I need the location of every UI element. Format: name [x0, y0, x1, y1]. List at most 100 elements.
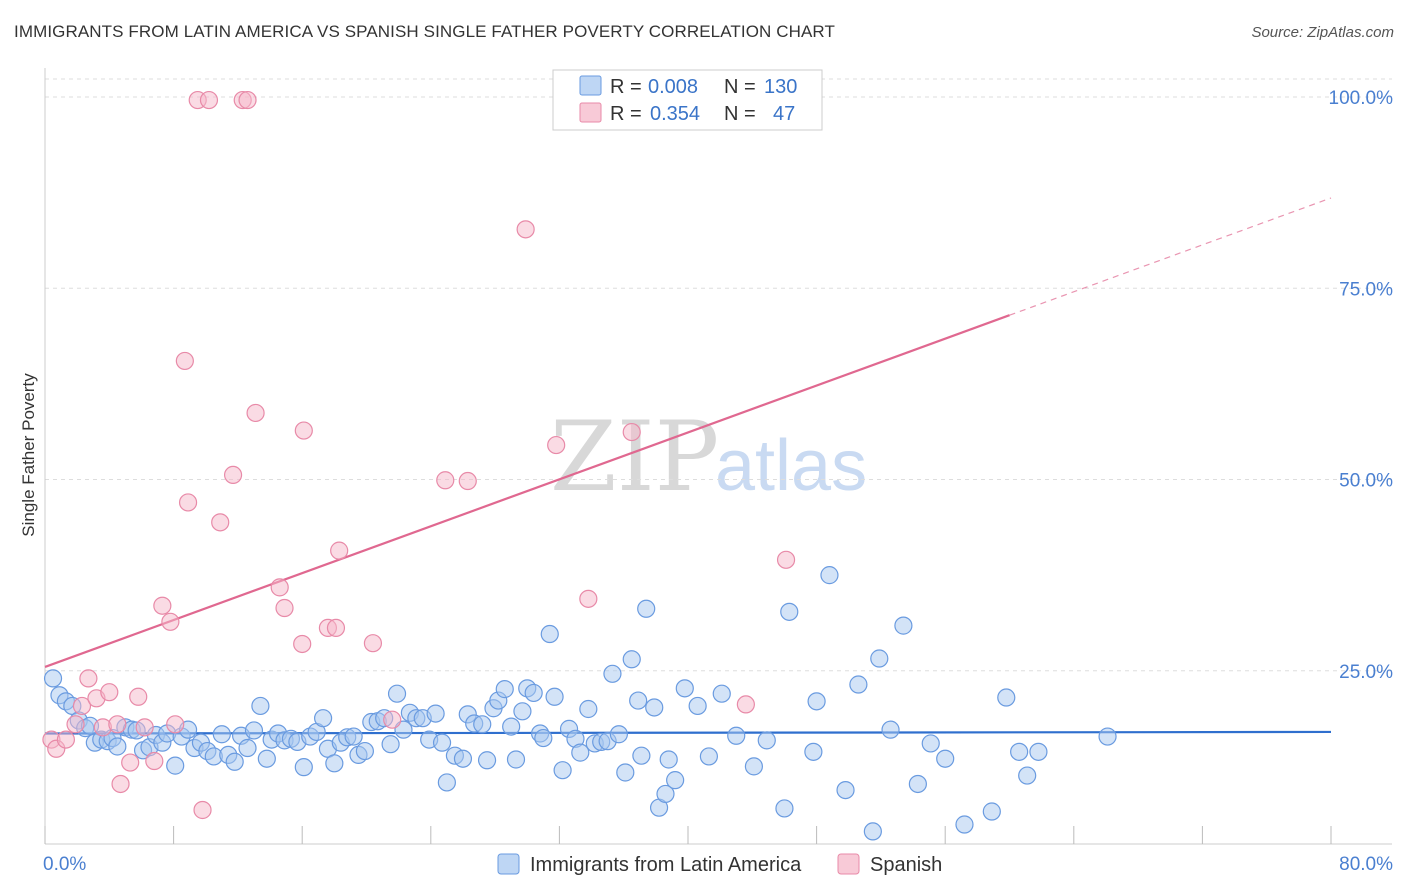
point-spanish — [622, 422, 641, 442]
point-spanish — [326, 618, 346, 638]
y-tick-label: 50.0% — [1339, 471, 1393, 492]
axes: Single Father Poverty 25.0% 50.0% 75.0% 100… — [19, 68, 1393, 875]
data-points — [42, 90, 1117, 841]
point-latin-america — [238, 738, 257, 758]
point-latin-america — [820, 566, 839, 585]
point-latin-america — [616, 763, 635, 782]
legend-swatch-blue — [579, 75, 602, 96]
point-spanish — [199, 90, 219, 110]
point-latin-america — [849, 675, 868, 694]
watermark-atlas: atlas — [715, 426, 867, 506]
trend-line-spanish — [44, 314, 1010, 668]
point-spanish — [223, 465, 243, 485]
point-spanish — [270, 578, 289, 597]
point-spanish — [776, 550, 796, 569]
x-tick-label: 0.0% — [43, 854, 86, 875]
point-latin-america — [355, 741, 374, 761]
point-latin-america — [212, 725, 231, 744]
x-tick-label: 80.0% — [1339, 854, 1393, 875]
point-spanish — [100, 683, 119, 702]
point-spanish — [111, 774, 130, 794]
point-latin-america — [997, 688, 1016, 707]
y-tick-label: 75.0% — [1339, 279, 1393, 300]
legend-r-value-pink: 0.354 — [650, 103, 700, 125]
watermark-zip: ZIP — [550, 401, 719, 513]
point-spanish — [579, 589, 598, 608]
point-latin-america — [43, 669, 63, 688]
legend-n-label-pink: N = — [724, 103, 756, 125]
point-latin-america — [1029, 742, 1048, 761]
legend-n-value-blue: 130 — [764, 76, 797, 98]
point-latin-america — [688, 696, 707, 716]
point-latin-america — [495, 680, 514, 699]
point-latin-america — [313, 709, 333, 728]
point-spanish — [145, 751, 164, 771]
point-latin-america — [534, 728, 553, 748]
point-latin-america — [506, 750, 526, 769]
point-spanish — [516, 220, 535, 239]
series-legend-swatch-blue — [497, 853, 520, 875]
point-latin-america — [426, 704, 445, 723]
point-spanish — [153, 596, 172, 615]
y-axis-title: Single Father Poverty — [19, 373, 38, 537]
point-latin-america — [744, 757, 764, 776]
point-spanish — [736, 695, 755, 714]
point-latin-america — [571, 743, 590, 762]
point-latin-america — [1010, 742, 1029, 761]
point-spanish — [330, 541, 349, 560]
point-spanish — [178, 493, 198, 512]
point-latin-america — [432, 733, 452, 752]
point-spanish — [193, 800, 212, 820]
point-spanish — [458, 471, 477, 491]
point-latin-america — [757, 731, 776, 750]
point-spanish — [166, 715, 185, 734]
point-spanish — [175, 351, 194, 371]
point-latin-america — [257, 749, 276, 768]
trend-line-spanish-extrapolated — [1009, 197, 1332, 316]
chart-source: Source: ZipAtlas.com — [1251, 24, 1394, 41]
point-latin-america — [645, 698, 664, 717]
legend-n-label-blue: N = — [724, 76, 756, 98]
point-latin-america — [807, 692, 826, 711]
point-latin-america — [863, 822, 882, 841]
point-spanish — [72, 696, 92, 716]
point-spanish — [293, 634, 312, 654]
point-latin-america — [513, 702, 532, 721]
series-legend-label-pink: Spanish — [870, 854, 942, 876]
point-latin-america — [894, 616, 913, 635]
point-latin-america — [294, 758, 313, 777]
chart-title: IMMIGRANTS FROM LATIN AMERICA VS SPANISH… — [14, 22, 835, 41]
point-latin-america — [982, 802, 1001, 821]
point-latin-america — [545, 687, 564, 706]
point-spanish — [294, 421, 313, 440]
point-latin-america — [936, 749, 955, 768]
point-spanish — [211, 513, 230, 532]
point-spanish — [135, 718, 154, 737]
point-latin-america — [666, 771, 685, 790]
point-latin-america — [804, 742, 823, 761]
point-latin-america — [387, 684, 407, 703]
point-spanish — [108, 715, 127, 734]
point-latin-america — [675, 679, 694, 698]
point-latin-america — [780, 602, 799, 621]
point-spanish — [161, 612, 180, 631]
legend-r-label-pink: R = — [610, 103, 642, 125]
series-legend-label-blue: Immigrants from Latin America — [530, 854, 802, 876]
point-spanish — [129, 687, 148, 706]
y-tick-label: 25.0% — [1339, 662, 1393, 683]
point-latin-america — [727, 726, 746, 745]
y-tick-label: 100.0% — [1329, 88, 1394, 109]
point-latin-america — [609, 725, 628, 744]
point-latin-america — [656, 784, 675, 804]
point-latin-america — [1018, 766, 1037, 785]
point-spanish — [547, 435, 566, 455]
legend-swatch-pink — [579, 102, 602, 123]
point-latin-america — [637, 599, 656, 618]
point-latin-america — [437, 773, 456, 792]
series-legend-swatch-pink — [837, 853, 860, 875]
point-latin-america — [836, 780, 855, 800]
point-latin-america — [553, 761, 572, 780]
point-latin-america — [108, 737, 127, 756]
point-latin-america — [579, 699, 598, 719]
